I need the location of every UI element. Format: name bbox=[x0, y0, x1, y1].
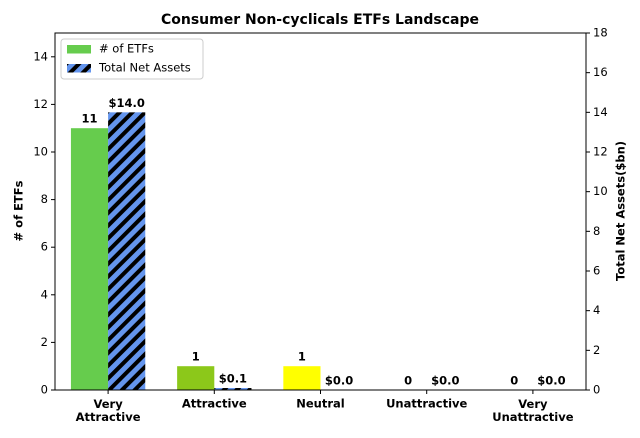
legend-swatch bbox=[67, 64, 91, 73]
value-label: $0.0 bbox=[325, 374, 353, 388]
y-tick-label: 14 bbox=[33, 49, 48, 63]
y2-tick-label: 4 bbox=[593, 303, 600, 317]
x-tick-label: Attractive bbox=[182, 397, 247, 411]
value-label: $0.0 bbox=[431, 374, 459, 388]
y-tick-label: 0 bbox=[41, 383, 48, 397]
y2-tick-label: 10 bbox=[593, 184, 608, 198]
y-tick-label: 6 bbox=[41, 240, 48, 254]
y2-tick-label: 6 bbox=[593, 264, 600, 278]
y2-tick-label: 8 bbox=[593, 224, 600, 238]
y2-tick-label: 2 bbox=[593, 343, 600, 357]
value-label: $0.0 bbox=[537, 374, 565, 388]
bar bbox=[283, 366, 321, 390]
value-label: 11 bbox=[82, 112, 98, 126]
value-label: 1 bbox=[298, 350, 306, 364]
legend-frame bbox=[60, 38, 204, 80]
value-label: $0.1 bbox=[219, 372, 247, 386]
y-tick-label: 8 bbox=[41, 192, 48, 206]
chart-title: Consumer Non-cyclicals ETFs Landscape bbox=[161, 12, 479, 28]
plot-frame bbox=[54, 32, 587, 391]
value-label: 0 bbox=[404, 374, 412, 388]
bar bbox=[108, 112, 146, 390]
value-label: 0 bbox=[510, 374, 518, 388]
y-tick-label: 10 bbox=[33, 145, 48, 159]
y2-tick-label: 16 bbox=[593, 65, 608, 79]
y-axis-label: # of ETFs bbox=[12, 180, 26, 241]
x-tick-label: Very Unattractive bbox=[492, 397, 573, 424]
bar bbox=[70, 128, 109, 390]
y-tick-label: 2 bbox=[41, 335, 48, 349]
legend-label: # of ETFs bbox=[99, 42, 154, 56]
legend: # of ETFs Total Net Assets bbox=[60, 38, 204, 80]
bar bbox=[214, 388, 252, 390]
x-tick-label: Very Attractive bbox=[76, 397, 141, 424]
legend-swatch bbox=[67, 45, 91, 54]
x-tick-label: Unattractive bbox=[386, 397, 467, 411]
value-label: 1 bbox=[192, 350, 200, 364]
value-label: $14.0 bbox=[108, 96, 144, 110]
y2-tick-label: 14 bbox=[593, 105, 608, 119]
y2-tick-label: 18 bbox=[593, 26, 608, 40]
bar bbox=[177, 366, 215, 390]
y-tick-label: 4 bbox=[41, 287, 48, 301]
y2-tick-label: 12 bbox=[593, 145, 608, 159]
y2-tick-label: 0 bbox=[593, 383, 600, 397]
legend-label: Total Net Assets bbox=[98, 61, 191, 75]
y2-axis-label: Total Net Assets($bn) bbox=[614, 141, 628, 281]
x-tick-label: Neutral bbox=[296, 397, 344, 411]
y-tick-label: 12 bbox=[33, 97, 48, 111]
